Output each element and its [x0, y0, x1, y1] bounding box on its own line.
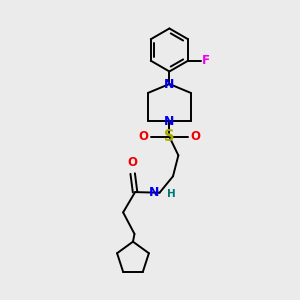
Text: N: N [164, 77, 175, 91]
Text: O: O [190, 130, 200, 143]
Text: N: N [164, 115, 175, 128]
Text: N: N [149, 186, 160, 199]
Text: S: S [164, 129, 175, 144]
Text: O: O [128, 156, 138, 169]
Text: F: F [202, 54, 210, 67]
Text: H: H [167, 189, 176, 199]
Text: O: O [139, 130, 148, 143]
